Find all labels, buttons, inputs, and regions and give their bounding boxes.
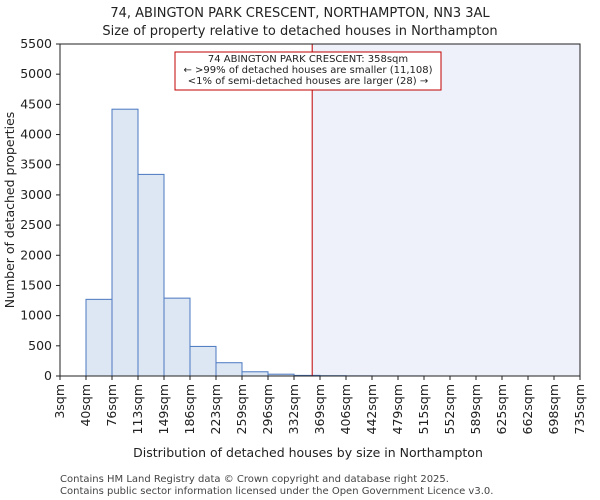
x-tick-label: 223sqm (208, 384, 223, 434)
x-tick-label: 442sqm (364, 384, 379, 434)
x-tick-label: 735sqm (572, 384, 587, 434)
annotation-line-2: ← >99% of detached houses are smaller (1… (184, 65, 433, 76)
bar-259sqm (241, 371, 269, 377)
y-tick-label: 4500 (20, 96, 52, 111)
y-tick-label: 5000 (20, 66, 52, 81)
y-axis-label: Number of detached properties (2, 112, 17, 309)
y-tick-label: 0 (44, 368, 52, 383)
x-tick-label: 369sqm (312, 384, 327, 434)
bar-113sqm (137, 173, 165, 377)
x-tick-label: 149sqm (156, 384, 171, 434)
bar-76sqm (111, 108, 139, 377)
chart-title-line1: 74, ABINGTON PARK CRESCENT, NORTHAMPTON,… (110, 6, 490, 21)
x-tick-label: 625sqm (494, 384, 509, 434)
x-tick-label: 479sqm (390, 384, 405, 434)
larger-region-highlight (312, 44, 580, 376)
x-tick-label: 40sqm (78, 384, 93, 427)
x-tick-label: 3sqm (52, 384, 67, 419)
chart-title-line2: Size of property relative to detached ho… (102, 24, 497, 39)
bar-223sqm (215, 362, 243, 377)
y-tick-label: 2500 (20, 217, 52, 232)
x-tick-label: 113sqm (130, 384, 145, 434)
bar-149sqm (163, 297, 191, 377)
x-tick-label: 332sqm (286, 384, 301, 434)
x-tick-label: 296sqm (260, 384, 275, 434)
y-tick-label: 5500 (20, 36, 52, 51)
annotation-line-1: 74 ABINGTON PARK CRESCENT: 358sqm (208, 54, 408, 65)
x-tick-label: 698sqm (546, 384, 561, 434)
y-tick-label: 2000 (20, 247, 52, 262)
y-tick-label: 1000 (20, 308, 52, 323)
y-tick-label: 3500 (20, 157, 52, 172)
annotation-box: 74 ABINGTON PARK CRESCENT: 358sqm ← >99%… (174, 51, 442, 91)
y-tick-label: 4000 (20, 127, 52, 142)
footer-line-2: Contains public sector information licen… (60, 486, 493, 497)
x-tick-label: 76sqm (104, 384, 119, 427)
x-tick-label: 589sqm (468, 384, 483, 434)
footer-line-1: Contains HM Land Registry data © Crown c… (60, 474, 449, 485)
y-tick-label: 1500 (20, 277, 52, 292)
bar-186sqm (189, 345, 217, 377)
annotation-line-3: <1% of semi-detached houses are larger (… (188, 76, 428, 87)
x-tick-label: 515sqm (416, 384, 431, 434)
x-tick-label: 259sqm (234, 384, 249, 434)
x-tick-label: 552sqm (442, 384, 457, 434)
bar-40sqm (85, 298, 113, 377)
x-axis-label: Distribution of detached houses by size … (133, 445, 483, 460)
y-tick-label: 500 (28, 338, 52, 353)
x-tick-label: 406sqm (338, 384, 353, 434)
x-tick-label: 186sqm (182, 384, 197, 434)
x-tick-label: 662sqm (520, 384, 535, 434)
y-tick-label: 3000 (20, 187, 52, 202)
